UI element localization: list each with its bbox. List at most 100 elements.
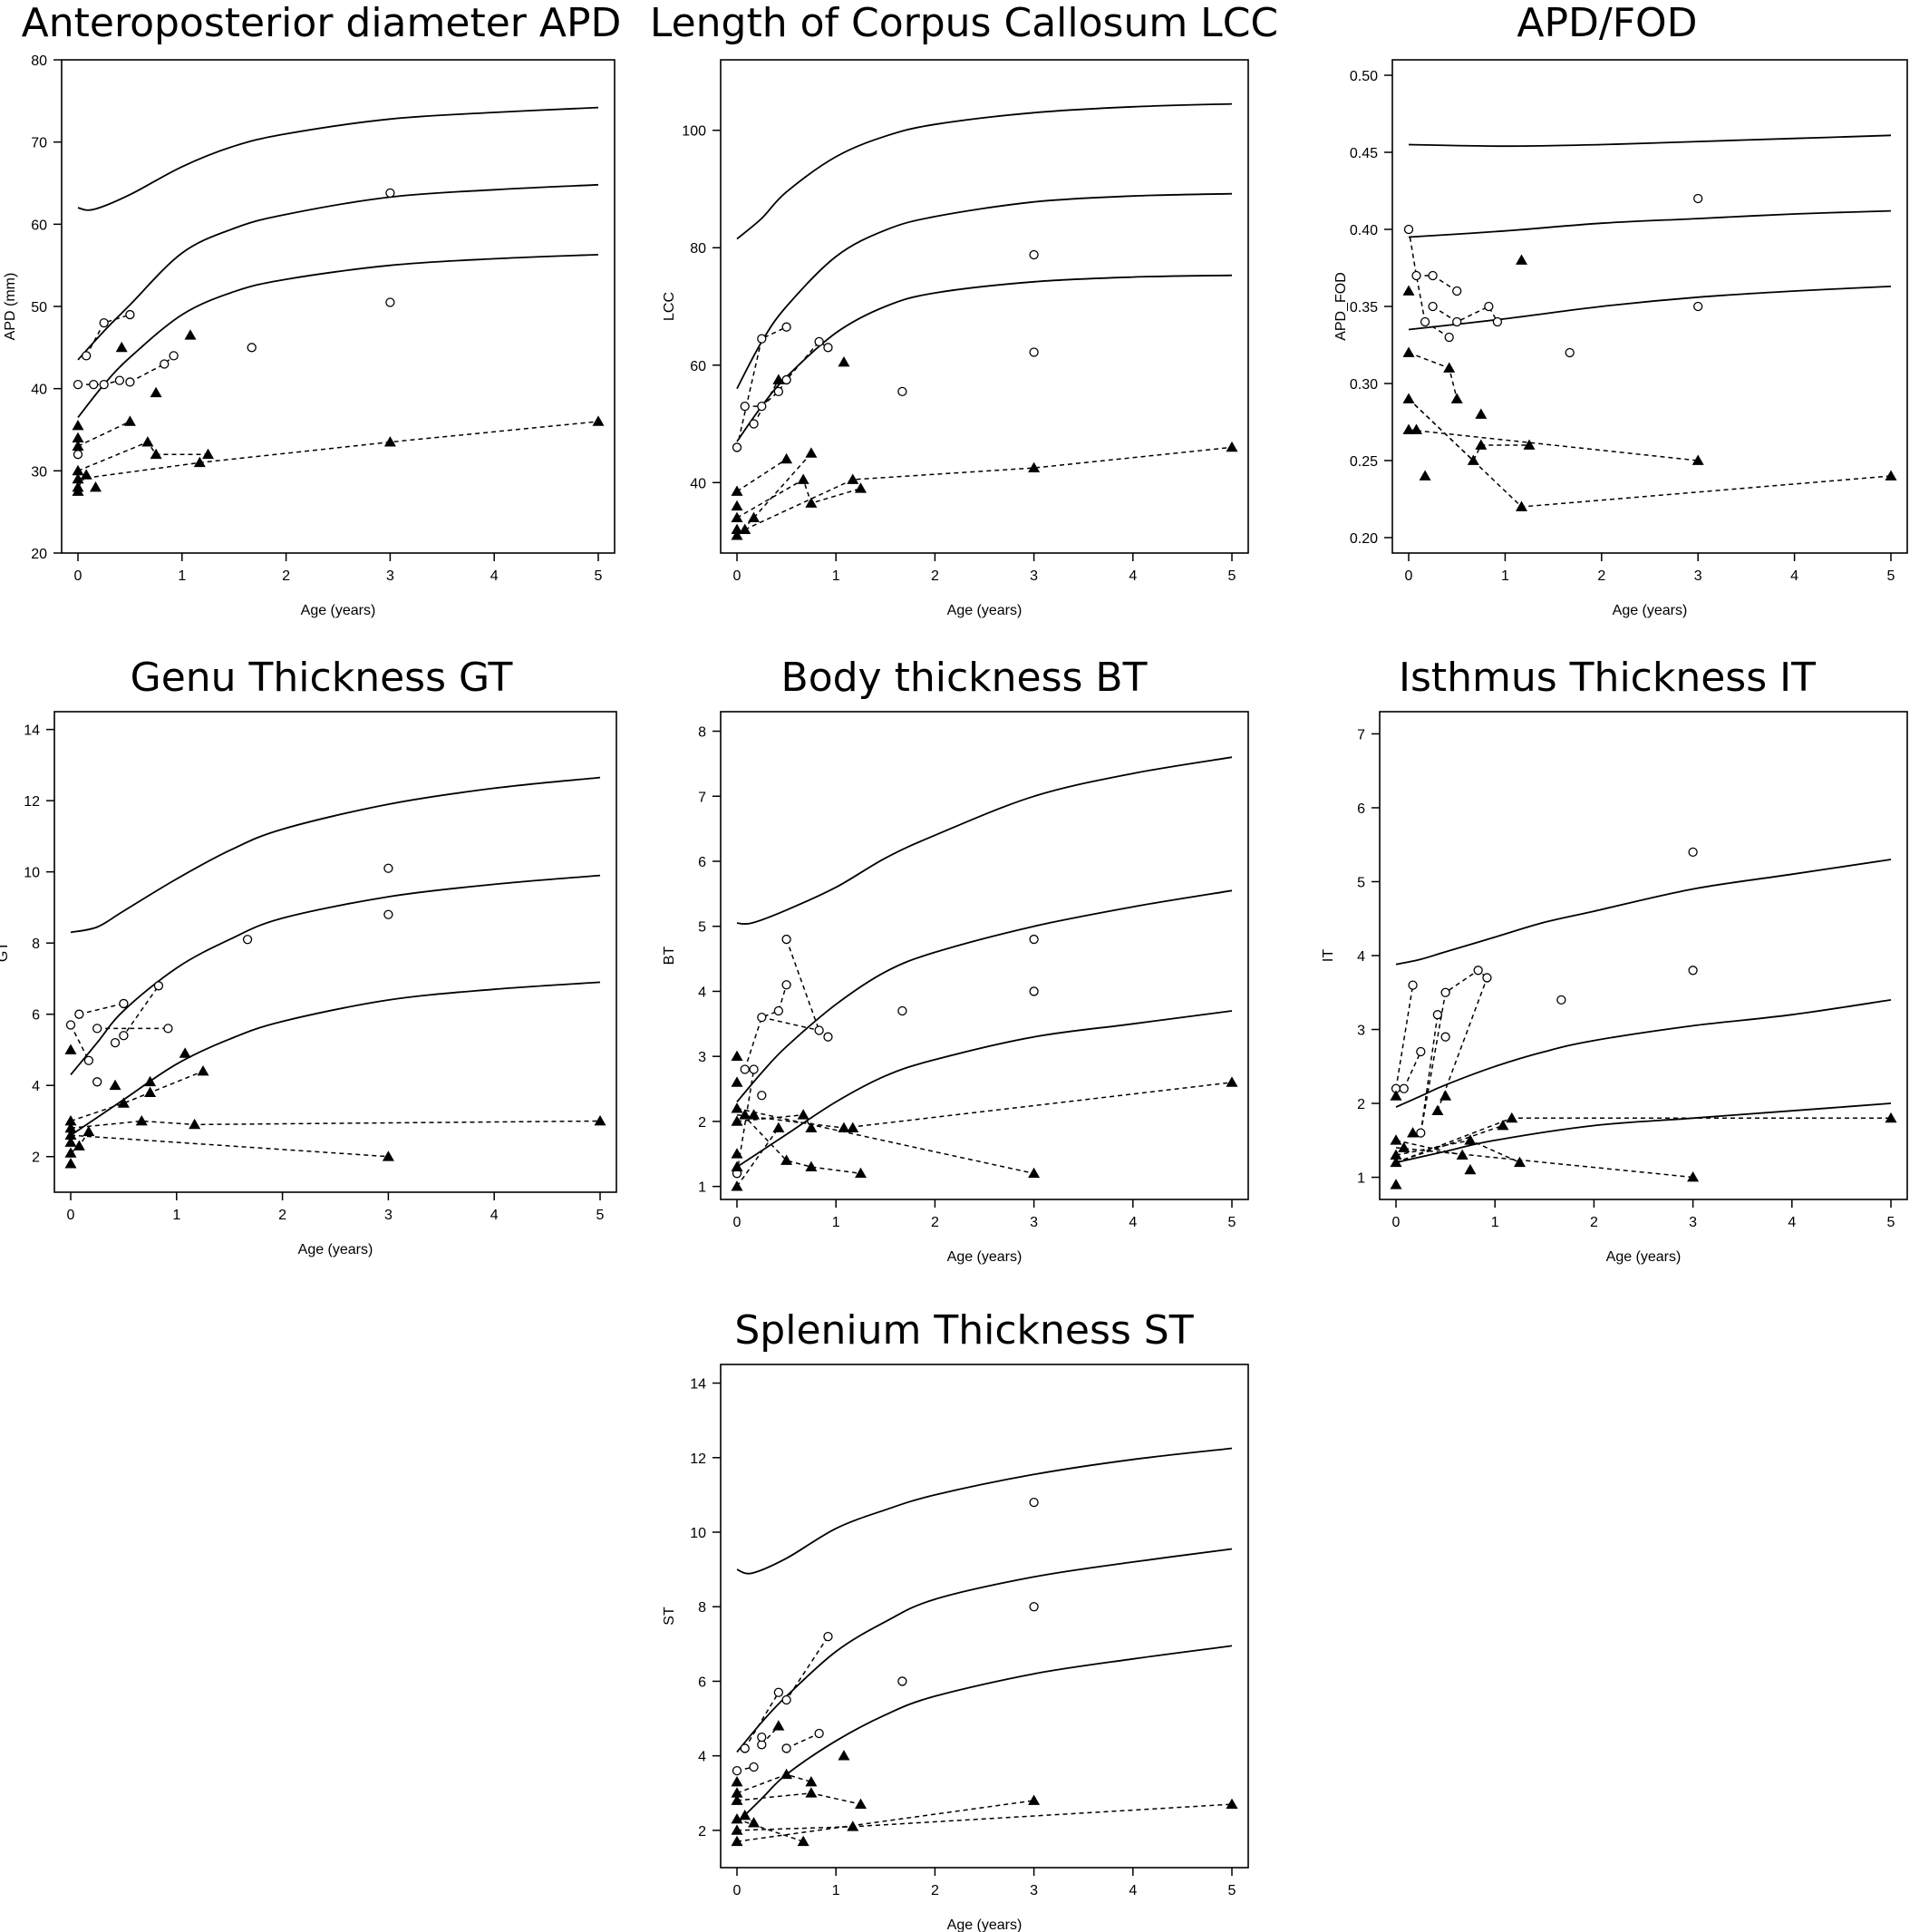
circle-point <box>1693 193 1703 204</box>
triangle-point <box>748 1109 761 1120</box>
triangle-point <box>731 529 743 540</box>
circle-point <box>1565 347 1575 358</box>
triangle-point <box>731 511 743 523</box>
plot-frame <box>720 59 1249 554</box>
circle-point <box>814 1728 824 1739</box>
triangle-point <box>1407 1127 1420 1138</box>
triangle-point <box>82 1125 95 1137</box>
circle-point <box>73 379 83 390</box>
triangle-point <box>1402 285 1415 296</box>
x-tick-label: 2 <box>282 568 290 584</box>
triangle-point <box>382 1150 394 1161</box>
circle-point <box>740 1064 750 1074</box>
follow-up-line <box>1408 352 1458 400</box>
follow-up-line <box>77 421 131 447</box>
follow-up-line <box>736 1108 861 1175</box>
panel-title-apd: Anteroposterior diameter APD <box>21 0 622 46</box>
x-tick-label: 1 <box>178 568 186 584</box>
reference-curve-3 <box>736 1010 1233 1168</box>
x-tick-label: 0 <box>74 568 82 584</box>
x-tick-label: 0 <box>733 568 742 584</box>
circle-point <box>1440 1032 1450 1042</box>
x-tick-label: 2 <box>1590 1215 1598 1230</box>
panel-lcc: Length of Corpus Callosum LCC 40 60 80 100 0… <box>643 0 1285 626</box>
panel-title-bt: Body thickness BT <box>780 655 1148 701</box>
circle-point <box>1411 270 1421 281</box>
triangle-point <box>1506 1112 1518 1123</box>
y-tick-label: 0.35 <box>1350 300 1378 316</box>
y-tick-label: 5 <box>698 920 706 936</box>
x-tick-label: 4 <box>1790 568 1798 584</box>
triangle-point <box>1402 423 1415 434</box>
follow-up-line <box>736 458 788 492</box>
circle-point <box>1408 980 1418 990</box>
x-tick-label: 4 <box>490 1208 499 1223</box>
y-tick-label: 0.45 <box>1350 146 1378 161</box>
y-axis-label: GT <box>0 942 11 962</box>
triangle-point <box>780 1154 793 1165</box>
plot-frame <box>61 59 616 554</box>
follow-up-line <box>736 1082 1233 1129</box>
triangle-point <box>144 1075 157 1087</box>
circle-point <box>114 375 125 385</box>
triangle-point <box>90 481 102 492</box>
follow-up-line <box>743 985 788 1070</box>
y-tick-label: 0.25 <box>1350 454 1378 470</box>
circle-point <box>732 1765 742 1776</box>
triangle-point <box>1390 1090 1402 1101</box>
x-tick-label: 5 <box>1887 1215 1895 1230</box>
reference-curve-3 <box>1408 286 1892 331</box>
circle-point <box>83 1055 94 1065</box>
panel-title-st: Splenium Thickness ST <box>734 1307 1194 1354</box>
y-axis-label: APD_FOD <box>1333 272 1349 341</box>
x-tick-label: 4 <box>1788 1215 1796 1230</box>
y-tick-label: 0.50 <box>1350 69 1378 84</box>
circle-point <box>1399 1083 1409 1093</box>
triangle-point <box>797 1835 809 1847</box>
y-tick-label: 70 <box>31 136 47 151</box>
follow-up-line <box>77 421 599 481</box>
triangle-point <box>847 1121 859 1132</box>
triangle-point <box>1439 1090 1452 1101</box>
circle-point <box>757 1012 767 1023</box>
reference-curve-1 <box>1395 859 1892 966</box>
circle-point <box>163 1024 173 1034</box>
triangle-point <box>731 1102 743 1113</box>
x-tick-label: 2 <box>931 568 939 584</box>
circle-point <box>74 1009 84 1019</box>
y-tick-label: 100 <box>682 124 706 140</box>
follow-up-line <box>736 452 812 537</box>
circle-point <box>125 309 135 320</box>
circle-point <box>749 1064 759 1074</box>
x-tick-label: 5 <box>596 1208 605 1223</box>
triangle-point <box>855 1167 867 1179</box>
triangle-point <box>731 1180 743 1191</box>
x-tick-label: 3 <box>384 1208 393 1223</box>
triangle-point <box>179 1047 191 1058</box>
follow-up-line <box>1395 985 1414 1089</box>
circle-point <box>160 359 170 369</box>
triangle-point <box>135 1114 148 1126</box>
circle-point <box>781 1694 791 1705</box>
circle-point <box>1452 286 1462 296</box>
y-tick-label: 10 <box>24 866 40 881</box>
plot-frame <box>720 711 1249 1200</box>
y-tick-label: 5 <box>1357 875 1365 890</box>
y-tick-label: 4 <box>1357 949 1365 965</box>
triangle-point <box>1692 454 1704 465</box>
y-tick-label: 12 <box>690 1451 706 1467</box>
triangle-point <box>1475 439 1488 450</box>
x-axis-label: Age (years) <box>947 1917 1023 1932</box>
triangle-point <box>731 1813 743 1824</box>
plot-frame <box>1391 59 1908 554</box>
y-axis-label: BT <box>662 947 677 966</box>
y-tick-label: 2 <box>1357 1097 1365 1112</box>
circle-point <box>169 351 179 361</box>
triangle-point <box>797 1109 809 1120</box>
reference-curve-1 <box>736 1447 1233 1575</box>
y-tick-label: 30 <box>31 464 47 480</box>
circle-point <box>1440 987 1450 997</box>
triangle-point <box>193 456 206 468</box>
y-tick-label: 60 <box>31 218 47 233</box>
